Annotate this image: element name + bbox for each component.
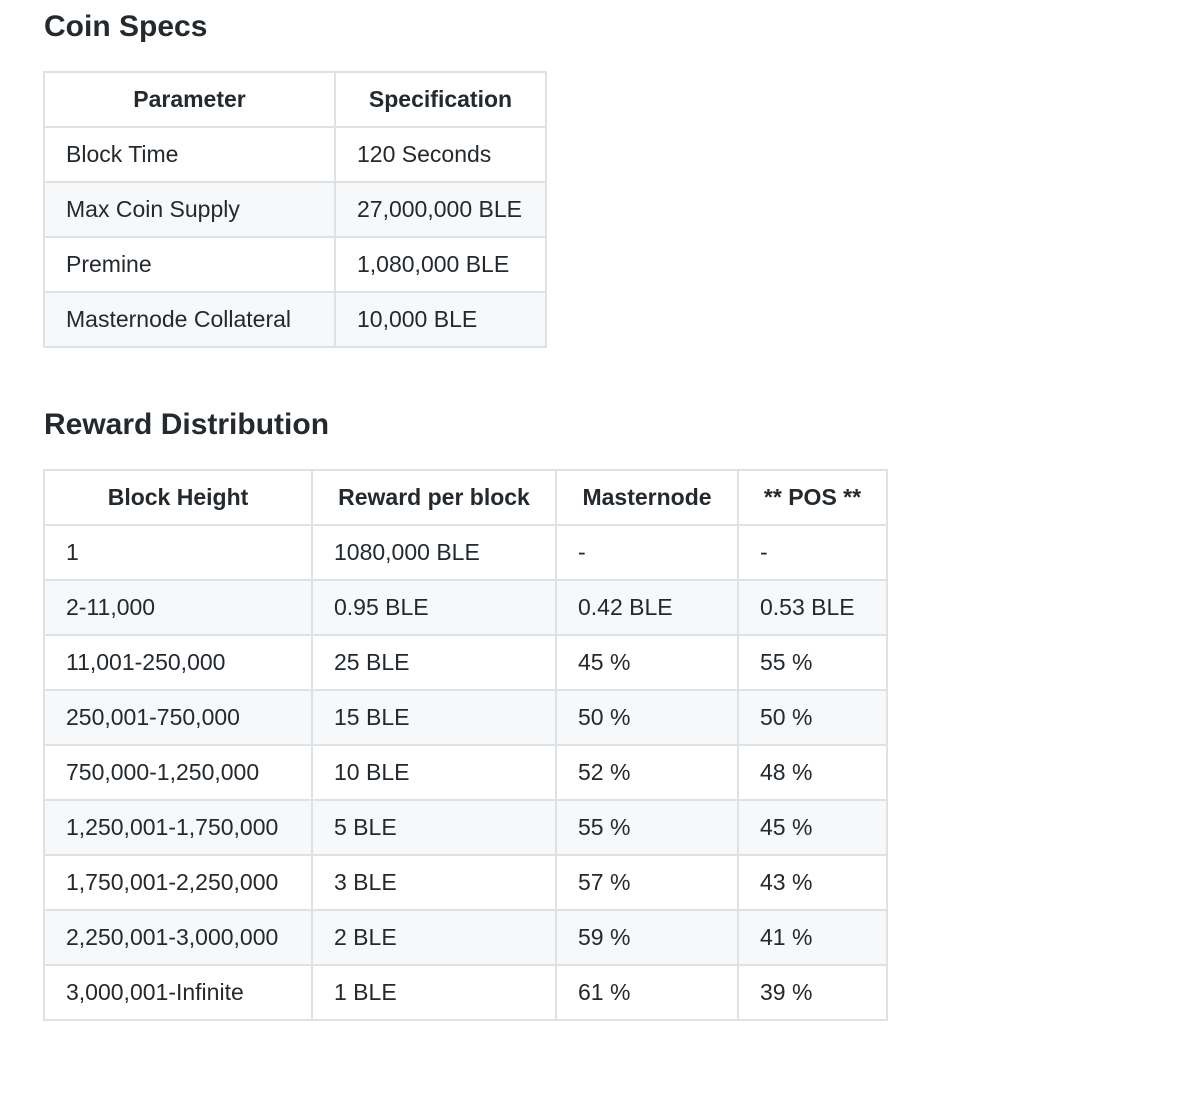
table-cell: 1,080,000 BLE — [334, 236, 547, 293]
table-cell: 10 BLE — [311, 744, 557, 801]
table-header-row: Block Height Reward per block Masternode… — [43, 469, 888, 526]
table-cell: - — [737, 524, 888, 581]
reward-distribution-table: Block Height Reward per block Masternode… — [43, 469, 888, 1021]
table-cell: 1,750,001-2,250,000 — [43, 854, 313, 911]
table-cell: 39 % — [737, 964, 888, 1021]
table-cell: 2 BLE — [311, 909, 557, 966]
table-cell: 55 % — [737, 634, 888, 691]
table-row: 2-11,000 0.95 BLE 0.42 BLE 0.53 BLE — [43, 579, 888, 636]
table-cell: 27,000,000 BLE — [334, 181, 547, 238]
table-cell: Masternode Collateral — [43, 291, 336, 348]
table-cell: Max Coin Supply — [43, 181, 336, 238]
column-header-pos: ** POS ** — [737, 469, 888, 526]
column-header-reward-per-block: Reward per block — [311, 469, 557, 526]
table-row: 1,250,001-1,750,000 5 BLE 55 % 45 % — [43, 799, 888, 856]
column-header-masternode: Masternode — [555, 469, 739, 526]
table-cell: 10,000 BLE — [334, 291, 547, 348]
table-row: Block Time 120 Seconds — [43, 126, 547, 183]
table-cell: 2,250,001-3,000,000 — [43, 909, 313, 966]
table-cell: 250,001-750,000 — [43, 689, 313, 746]
table-cell: 15 BLE — [311, 689, 557, 746]
table-cell: 11,001-250,000 — [43, 634, 313, 691]
table-row: 250,001-750,000 15 BLE 50 % 50 % — [43, 689, 888, 746]
table-cell: 2-11,000 — [43, 579, 313, 636]
table-cell: 1 — [43, 524, 313, 581]
table-cell: - — [555, 524, 739, 581]
column-header-parameter: Parameter — [43, 71, 336, 128]
table-cell: 45 % — [555, 634, 739, 691]
table-cell: Premine — [43, 236, 336, 293]
table-cell: 45 % — [737, 799, 888, 856]
table-row: 1 1080,000 BLE - - — [43, 524, 888, 581]
table-cell: 120 Seconds — [334, 126, 547, 183]
table-cell: Block Time — [43, 126, 336, 183]
table-cell: 25 BLE — [311, 634, 557, 691]
table-cell: 61 % — [555, 964, 739, 1021]
table-row: 2,250,001-3,000,000 2 BLE 59 % 41 % — [43, 909, 888, 966]
table-row: 750,000-1,250,000 10 BLE 52 % 48 % — [43, 744, 888, 801]
coin-specs-table: Parameter Specification Block Time 120 S… — [43, 71, 547, 348]
reward-distribution-heading: Reward Distribution — [44, 408, 330, 441]
table-cell: 1 BLE — [311, 964, 557, 1021]
table-cell: 59 % — [555, 909, 739, 966]
table-cell: 5 BLE — [311, 799, 557, 856]
table-row: Max Coin Supply 27,000,000 BLE — [43, 181, 547, 238]
column-header-specification: Specification — [334, 71, 547, 128]
table-row: Premine 1,080,000 BLE — [43, 236, 547, 293]
table-header-row: Parameter Specification — [43, 71, 547, 128]
table-cell: 50 % — [737, 689, 888, 746]
table-cell: 0.95 BLE — [311, 579, 557, 636]
table-cell: 1080,000 BLE — [311, 524, 557, 581]
table-cell: 0.53 BLE — [737, 579, 888, 636]
table-cell: 0.42 BLE — [555, 579, 739, 636]
table-row: 3,000,001-Infinite 1 BLE 61 % 39 % — [43, 964, 888, 1021]
table-cell: 3 BLE — [311, 854, 557, 911]
table-cell: 1,250,001-1,750,000 — [43, 799, 313, 856]
coin-specs-heading: Coin Specs — [44, 10, 208, 43]
table-cell: 50 % — [555, 689, 739, 746]
table-cell: 57 % — [555, 854, 739, 911]
table-cell: 48 % — [737, 744, 888, 801]
table-row: 1,750,001-2,250,000 3 BLE 57 % 43 % — [43, 854, 888, 911]
table-cell: 55 % — [555, 799, 739, 856]
table-cell: 41 % — [737, 909, 888, 966]
table-row: 11,001-250,000 25 BLE 45 % 55 % — [43, 634, 888, 691]
table-cell: 3,000,001-Infinite — [43, 964, 313, 1021]
column-header-block-height: Block Height — [43, 469, 313, 526]
table-cell: 750,000-1,250,000 — [43, 744, 313, 801]
table-row: Masternode Collateral 10,000 BLE — [43, 291, 547, 348]
table-cell: 52 % — [555, 744, 739, 801]
table-cell: 43 % — [737, 854, 888, 911]
